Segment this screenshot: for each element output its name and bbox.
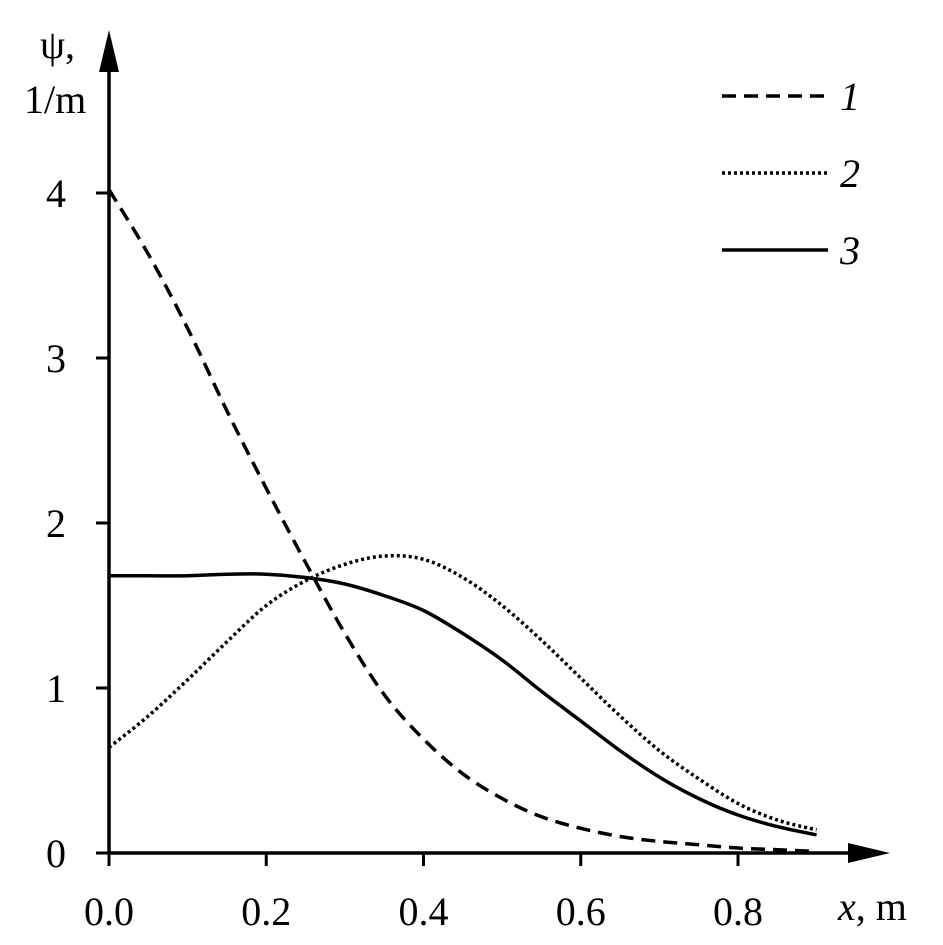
y-axis-arrow-icon bbox=[99, 30, 119, 72]
legend-label-1: 1 bbox=[840, 74, 860, 119]
y-tick-label: 3 bbox=[46, 336, 66, 381]
x-tick-label: 0.2 bbox=[241, 889, 291, 934]
legend-label-3: 3 bbox=[839, 228, 860, 273]
y-axis-label-line1: ψ, bbox=[40, 22, 75, 67]
legend-label-2: 2 bbox=[840, 151, 860, 196]
x-tick-label: 0.8 bbox=[713, 889, 763, 934]
y-tick-label: 2 bbox=[46, 501, 66, 546]
x-axis-arrow-icon bbox=[848, 843, 890, 863]
y-axis-label-line2: 1/m bbox=[24, 77, 86, 122]
axes bbox=[99, 30, 890, 863]
x-tick-label: 0.0 bbox=[84, 889, 134, 934]
series-group bbox=[107, 188, 818, 854]
x-axis-label-var: x bbox=[837, 884, 856, 929]
series-line-3 bbox=[108, 572, 817, 837]
y-tick-label: 4 bbox=[46, 171, 66, 216]
series-line-2 bbox=[107, 553, 818, 832]
legend: 1 2 3 bbox=[722, 74, 860, 273]
x-tick-label: 0.4 bbox=[399, 889, 449, 934]
ticks: 0.0 0.2 0.4 0.6 0.8 0 1 2 3 4 bbox=[46, 171, 763, 934]
y-tick-label: 1 bbox=[46, 666, 66, 711]
series-line-1 bbox=[107, 188, 817, 854]
x-axis-label-unit: , m bbox=[856, 884, 907, 929]
x-axis-label: x, m bbox=[837, 884, 907, 929]
x-tick-label: 0.6 bbox=[556, 889, 606, 934]
y-tick-label: 0 bbox=[46, 831, 66, 876]
